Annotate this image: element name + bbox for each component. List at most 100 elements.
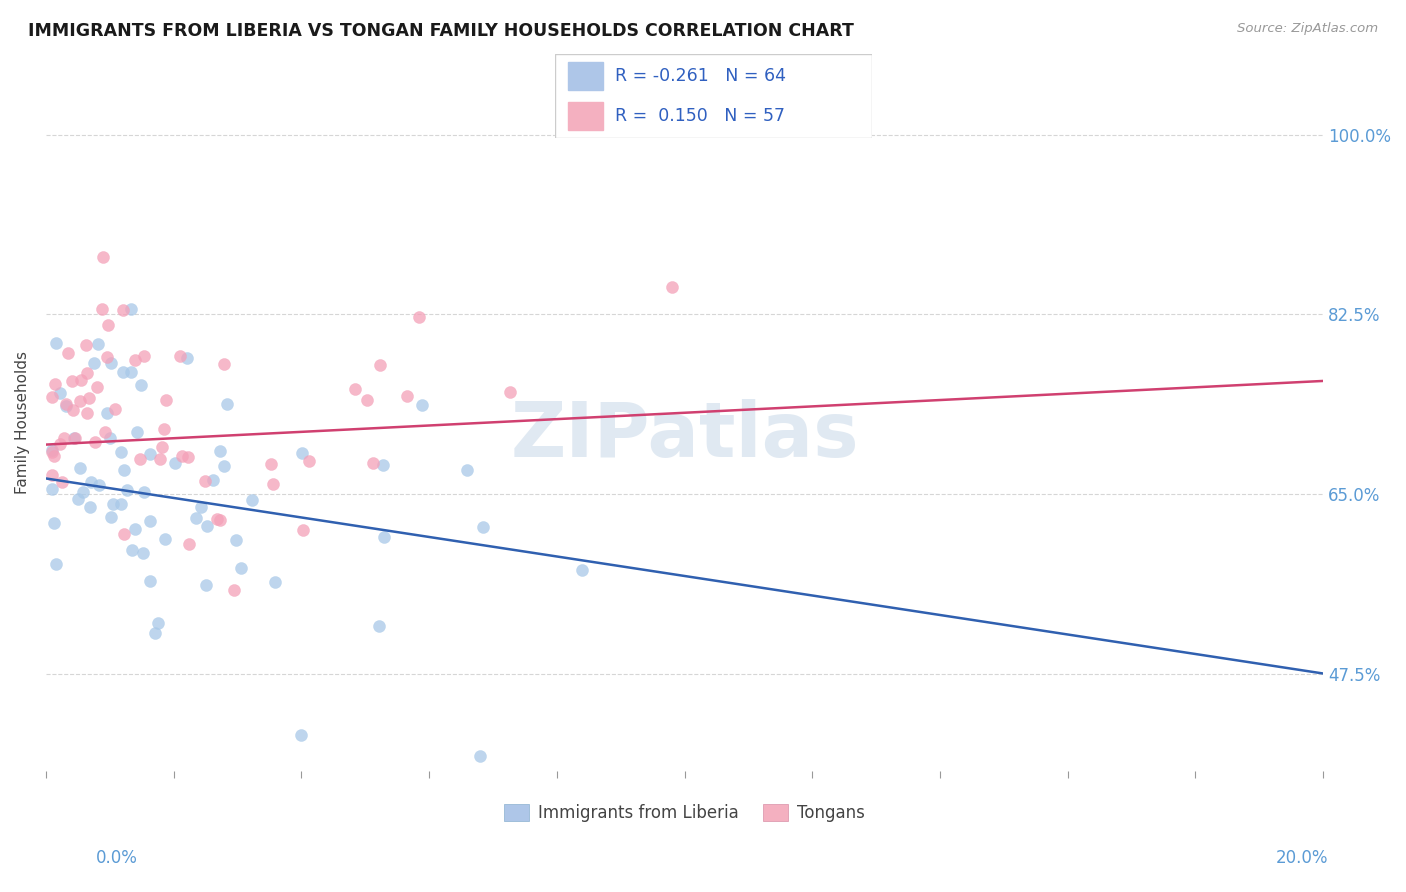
Point (67, 492, 90, 507)
Point (103, 497, 125, 511)
Point (172, 449, 194, 463)
Point (49, 437, 72, 451)
Point (356, 393, 378, 408)
Point (41, 391, 63, 405)
Point (263, 575, 285, 590)
Point (94, 425, 117, 440)
Point (120, 365, 142, 379)
Point (96, 406, 118, 420)
Text: 0.0%: 0.0% (96, 849, 138, 867)
Point (262, 477, 284, 491)
FancyBboxPatch shape (568, 102, 603, 130)
Point (291, 446, 314, 460)
Point (112, 365, 135, 379)
Text: R = -0.261   N = 64: R = -0.261 N = 64 (616, 67, 786, 85)
Point (202, 473, 225, 487)
Point (177, 537, 200, 551)
Point (291, 523, 314, 537)
Point (177, 450, 200, 465)
Point (343, 382, 366, 396)
Point (149, 452, 172, 467)
Point (472, 520, 495, 534)
Point (240, 492, 263, 507)
Point (498, 385, 520, 400)
Point (77, 391, 100, 405)
FancyBboxPatch shape (555, 54, 872, 138)
Point (72, 484, 94, 499)
Point (70, 373, 93, 387)
Point (79, 500, 101, 515)
Point (186, 511, 208, 525)
Point (98, 431, 121, 445)
Y-axis label: Family Households: Family Households (15, 351, 30, 493)
Point (55, 397, 77, 411)
Point (41, 445, 63, 459)
Point (45, 558, 67, 572)
Text: R =  0.150   N = 57: R = 0.150 N = 57 (616, 107, 786, 125)
Point (124, 522, 146, 536)
Text: ZIPatlas: ZIPatlas (510, 399, 859, 473)
Point (100, 510, 122, 524)
Point (51, 475, 73, 489)
Point (139, 514, 162, 528)
Point (661, 279, 683, 293)
Point (367, 619, 389, 633)
Point (110, 444, 132, 458)
Point (205, 512, 228, 526)
Point (225, 533, 247, 548)
Point (127, 425, 149, 440)
Point (41, 442, 63, 457)
Point (60, 374, 83, 388)
Point (124, 352, 146, 367)
Point (90, 302, 112, 317)
Point (69, 461, 91, 475)
Point (63, 431, 86, 445)
Point (44, 377, 66, 392)
Point (45, 335, 67, 350)
Point (41, 468, 63, 483)
Point (212, 357, 235, 371)
Point (155, 533, 177, 547)
Point (143, 626, 166, 640)
Point (260, 457, 283, 471)
Point (83, 435, 105, 450)
Point (470, 748, 492, 763)
Point (132, 485, 155, 500)
Point (153, 422, 176, 436)
Point (456, 463, 478, 477)
Point (395, 389, 418, 403)
Point (215, 396, 238, 410)
Point (176, 351, 198, 366)
Point (169, 350, 191, 364)
Point (229, 561, 252, 575)
Point (120, 302, 142, 317)
Point (86, 380, 108, 394)
Point (53, 431, 76, 445)
Text: IMMIGRANTS FROM LIBERIA VS TONGAN FAMILY HOUSEHOLDS CORRELATION CHART: IMMIGRANTS FROM LIBERIA VS TONGAN FAMILY… (28, 22, 853, 40)
Point (121, 542, 143, 557)
Point (91, 250, 114, 264)
Point (150, 440, 173, 454)
Point (209, 513, 232, 527)
Point (155, 392, 177, 407)
Point (80, 475, 103, 490)
Point (110, 497, 132, 511)
Point (298, 453, 321, 467)
Point (100, 356, 122, 370)
Point (48, 385, 70, 400)
Point (411, 398, 433, 412)
Point (65, 430, 87, 444)
FancyBboxPatch shape (568, 62, 603, 90)
Point (208, 444, 231, 458)
Point (76, 366, 98, 380)
Point (163, 456, 186, 470)
Point (42, 516, 65, 530)
Point (146, 616, 169, 631)
Point (139, 574, 162, 588)
Point (111, 303, 134, 318)
Point (42, 449, 65, 463)
Point (214, 459, 236, 474)
Point (132, 546, 155, 560)
Point (368, 358, 391, 372)
Point (132, 349, 155, 363)
